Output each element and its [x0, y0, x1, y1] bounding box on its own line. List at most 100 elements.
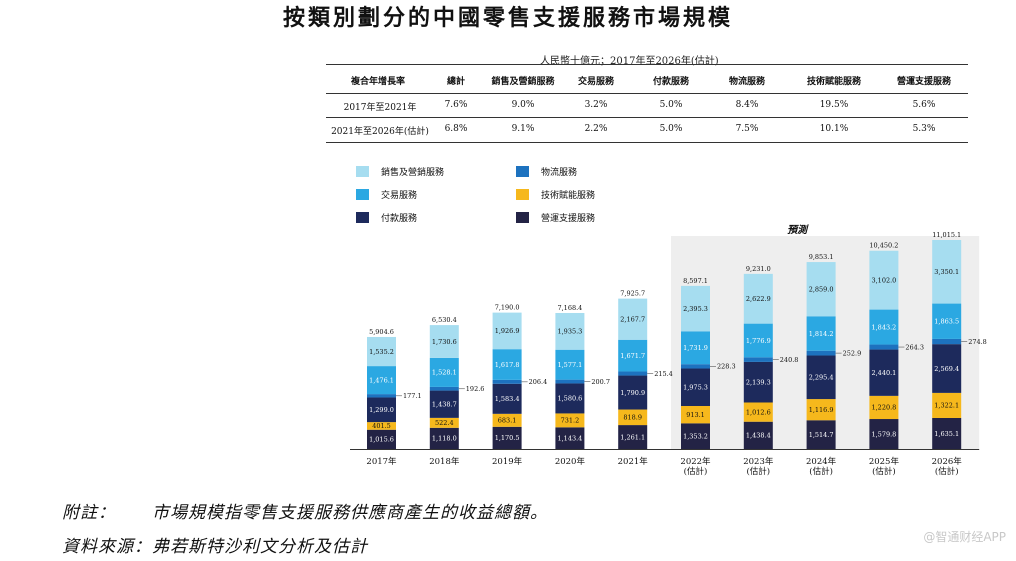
bar-sales-5 [681, 285, 710, 332]
legend-label-sales: 銷售及營銷服務 [381, 168, 445, 178]
total-label-4: 7,925.7 [620, 290, 645, 298]
table-row1-total: 7.6% [444, 100, 468, 110]
value-label-sales-8: 3,102.0 [871, 276, 896, 284]
value-label-sales-9: 3,350.1 [934, 268, 959, 276]
legend-swatch-ops [516, 212, 529, 223]
legend-label-ops: 營運支援服務 [541, 214, 596, 224]
bar-payment-2 [492, 383, 522, 414]
bar-sales-2 [492, 312, 522, 350]
value-label-sales-7: 2,859.0 [809, 285, 834, 293]
legend-label-payment: 付款服務 [381, 214, 418, 224]
footnote: 附註： 市場規模指零售支援服務供應商產生的收益總額。 [62, 503, 548, 523]
x-tick-label-2: 2019年 [492, 456, 523, 467]
bar-tech-8 [869, 395, 899, 420]
bar-transaction-5 [681, 331, 710, 365]
bar-ops-5 [681, 423, 710, 449]
value-label-sales-6: 2,622.9 [746, 295, 771, 303]
bar-ops-3 [555, 427, 585, 449]
legend-label-transaction: 交易服務 [381, 191, 418, 201]
value-label-payment-0: 1,299.0 [369, 406, 394, 414]
value-label-ops-8: 1,579.8 [871, 430, 896, 438]
table-row1-logistics: 8.4% [735, 100, 759, 110]
bar-ops-2 [492, 426, 522, 449]
total-label-5: 8,597.1 [683, 277, 708, 285]
value-label-ops-0: 1,015.6 [369, 436, 394, 444]
value-label-ops-6: 1,438.4 [746, 432, 771, 440]
table-row2-total: 6.8% [444, 124, 468, 134]
legend-swatch-tech [516, 189, 529, 200]
bar-ops-9 [932, 417, 962, 449]
legend-item-payment: 付款服務 [356, 211, 417, 224]
bar-tech-0 [367, 422, 396, 430]
bar-transaction-3 [555, 349, 585, 380]
bar-tech-7 [806, 399, 836, 421]
legend-item-sales: 銷售及營銷服務 [356, 165, 444, 178]
table-row2-period: 2021年至2026年(估計) [331, 127, 429, 137]
table-rule-mid [326, 117, 968, 118]
table-header-tech: 技術賦能服務 [806, 77, 861, 87]
value-label-tech-8: 1,220.8 [871, 404, 896, 412]
source-note: 資料來源：弗若斯特沙利文分析及估計 [62, 537, 368, 557]
bar-tech-6 [743, 402, 773, 422]
table-header-logistics: 物流服務 [728, 77, 765, 87]
total-label-9: 11,015.1 [932, 231, 961, 239]
value-label-tech-1: 522.4 [435, 419, 454, 427]
bar-payment-6 [743, 361, 773, 403]
table-row2-payment: 5.0% [659, 124, 683, 134]
legend-item-tech: 技術賦能服務 [516, 188, 595, 201]
bar-transaction-0 [367, 366, 396, 395]
value-label-payment-5: 1,975.3 [683, 384, 708, 392]
bar-transaction-2 [492, 349, 522, 380]
value-label-sales-0: 1,535.2 [369, 348, 394, 356]
table-header-payment: 付款服務 [652, 77, 689, 87]
value-label-logistics-2: 206.4 [529, 378, 548, 386]
table-header-sales: 銷售及營銷服務 [491, 77, 555, 87]
value-label-tech-4: 818.9 [623, 414, 642, 422]
value-label-ops-5: 1,353.2 [683, 432, 708, 440]
value-label-sales-3: 1,935.3 [557, 328, 582, 336]
legend-item-transaction: 交易服務 [356, 188, 417, 201]
unit-label: 人民幣十億元；2017年至2026年(估計) [540, 56, 719, 67]
value-label-ops-4: 1,261.1 [620, 433, 645, 441]
x-tick-label-7: 2024年 [806, 456, 837, 467]
value-label-payment-8: 2,440.1 [871, 369, 896, 377]
value-label-logistics-9: 274.8 [968, 338, 987, 346]
bar-payment-3 [555, 383, 585, 414]
bar-logistics-1 [429, 386, 459, 391]
x-tick-label-9: 2026年 [932, 456, 963, 467]
value-label-transaction-9: 1,863.5 [934, 318, 959, 326]
table-row1-tech: 19.5% [819, 100, 849, 110]
table-header-transaction: 交易服務 [577, 77, 614, 87]
legend-swatch-sales [356, 166, 369, 177]
x-tick-label-3: 2020年 [555, 456, 586, 467]
x-tick-label-4: 2021年 [618, 456, 649, 467]
value-label-ops-9: 1,635.1 [934, 430, 959, 438]
value-label-payment-7: 2,295.4 [809, 374, 834, 382]
bar-payment-8 [869, 349, 899, 396]
bar-tech-3 [555, 413, 585, 428]
bar-sales-0 [367, 336, 396, 367]
legend-item-logistics: 物流服務 [516, 165, 577, 178]
legend-item-ops: 營運支援服務 [516, 211, 595, 224]
bar-transaction-1 [429, 357, 459, 387]
bar-ops-6 [743, 421, 773, 449]
table-row2-transaction: 2.2% [584, 124, 608, 134]
x-tick-label-5-sub: (估計) [684, 466, 708, 477]
value-label-sales-5: 2,395.3 [683, 305, 708, 313]
value-label-logistics-0: 177.1 [403, 392, 422, 400]
value-label-payment-2: 1,583.4 [495, 395, 520, 403]
x-tick-label-9-sub: (估計) [935, 466, 959, 477]
x-tick-label-5: 2022年 [680, 456, 711, 467]
table-header-ops: 營運支援服務 [896, 77, 951, 87]
table-rule-header [326, 93, 968, 94]
bar-tech-9 [932, 392, 962, 418]
table-header-total: 總計 [446, 77, 465, 87]
x-tick-label-8: 2025年 [869, 456, 900, 467]
bar-transaction-6 [743, 323, 773, 358]
value-label-tech-3: 731.2 [561, 417, 580, 425]
bar-logistics-3 [555, 379, 585, 384]
bar-logistics-9 [932, 338, 962, 345]
value-label-payment-1: 1,438.7 [432, 401, 457, 409]
value-label-ops-2: 1,170.5 [495, 434, 520, 442]
